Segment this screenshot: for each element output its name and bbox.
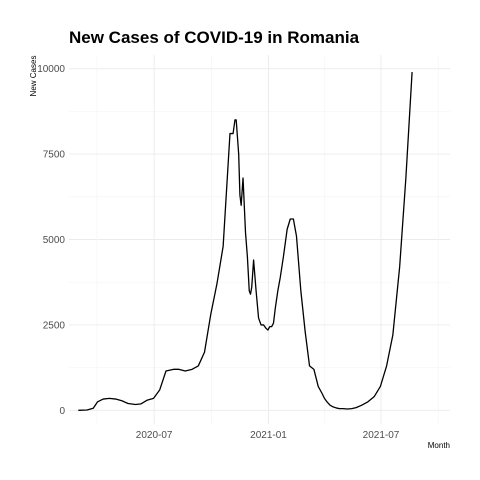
- x-axis-label: Month: [428, 441, 450, 450]
- y-axis-ticks: 0 2500 5000 7500 10000: [37, 64, 65, 417]
- x-tick-label: 2021-01: [250, 430, 287, 441]
- y-tick-label: 0: [59, 406, 65, 417]
- y-tick-label: 2500: [43, 320, 66, 331]
- y-axis-label: New Cases: [29, 56, 38, 97]
- y-tick-label: 7500: [43, 150, 66, 161]
- x-tick-label: 2021-07: [363, 430, 400, 441]
- series-line: [78, 72, 413, 411]
- y-tick-label: 5000: [43, 235, 66, 246]
- x-tick-label: 2020-07: [136, 430, 173, 441]
- x-axis-ticks: 2020-07 2021-01 2021-07: [136, 430, 400, 441]
- chart-title: New Cases of COVID-19 in Romania: [69, 28, 360, 47]
- grid-lines: [69, 55, 450, 424]
- y-tick-label: 10000: [37, 64, 65, 75]
